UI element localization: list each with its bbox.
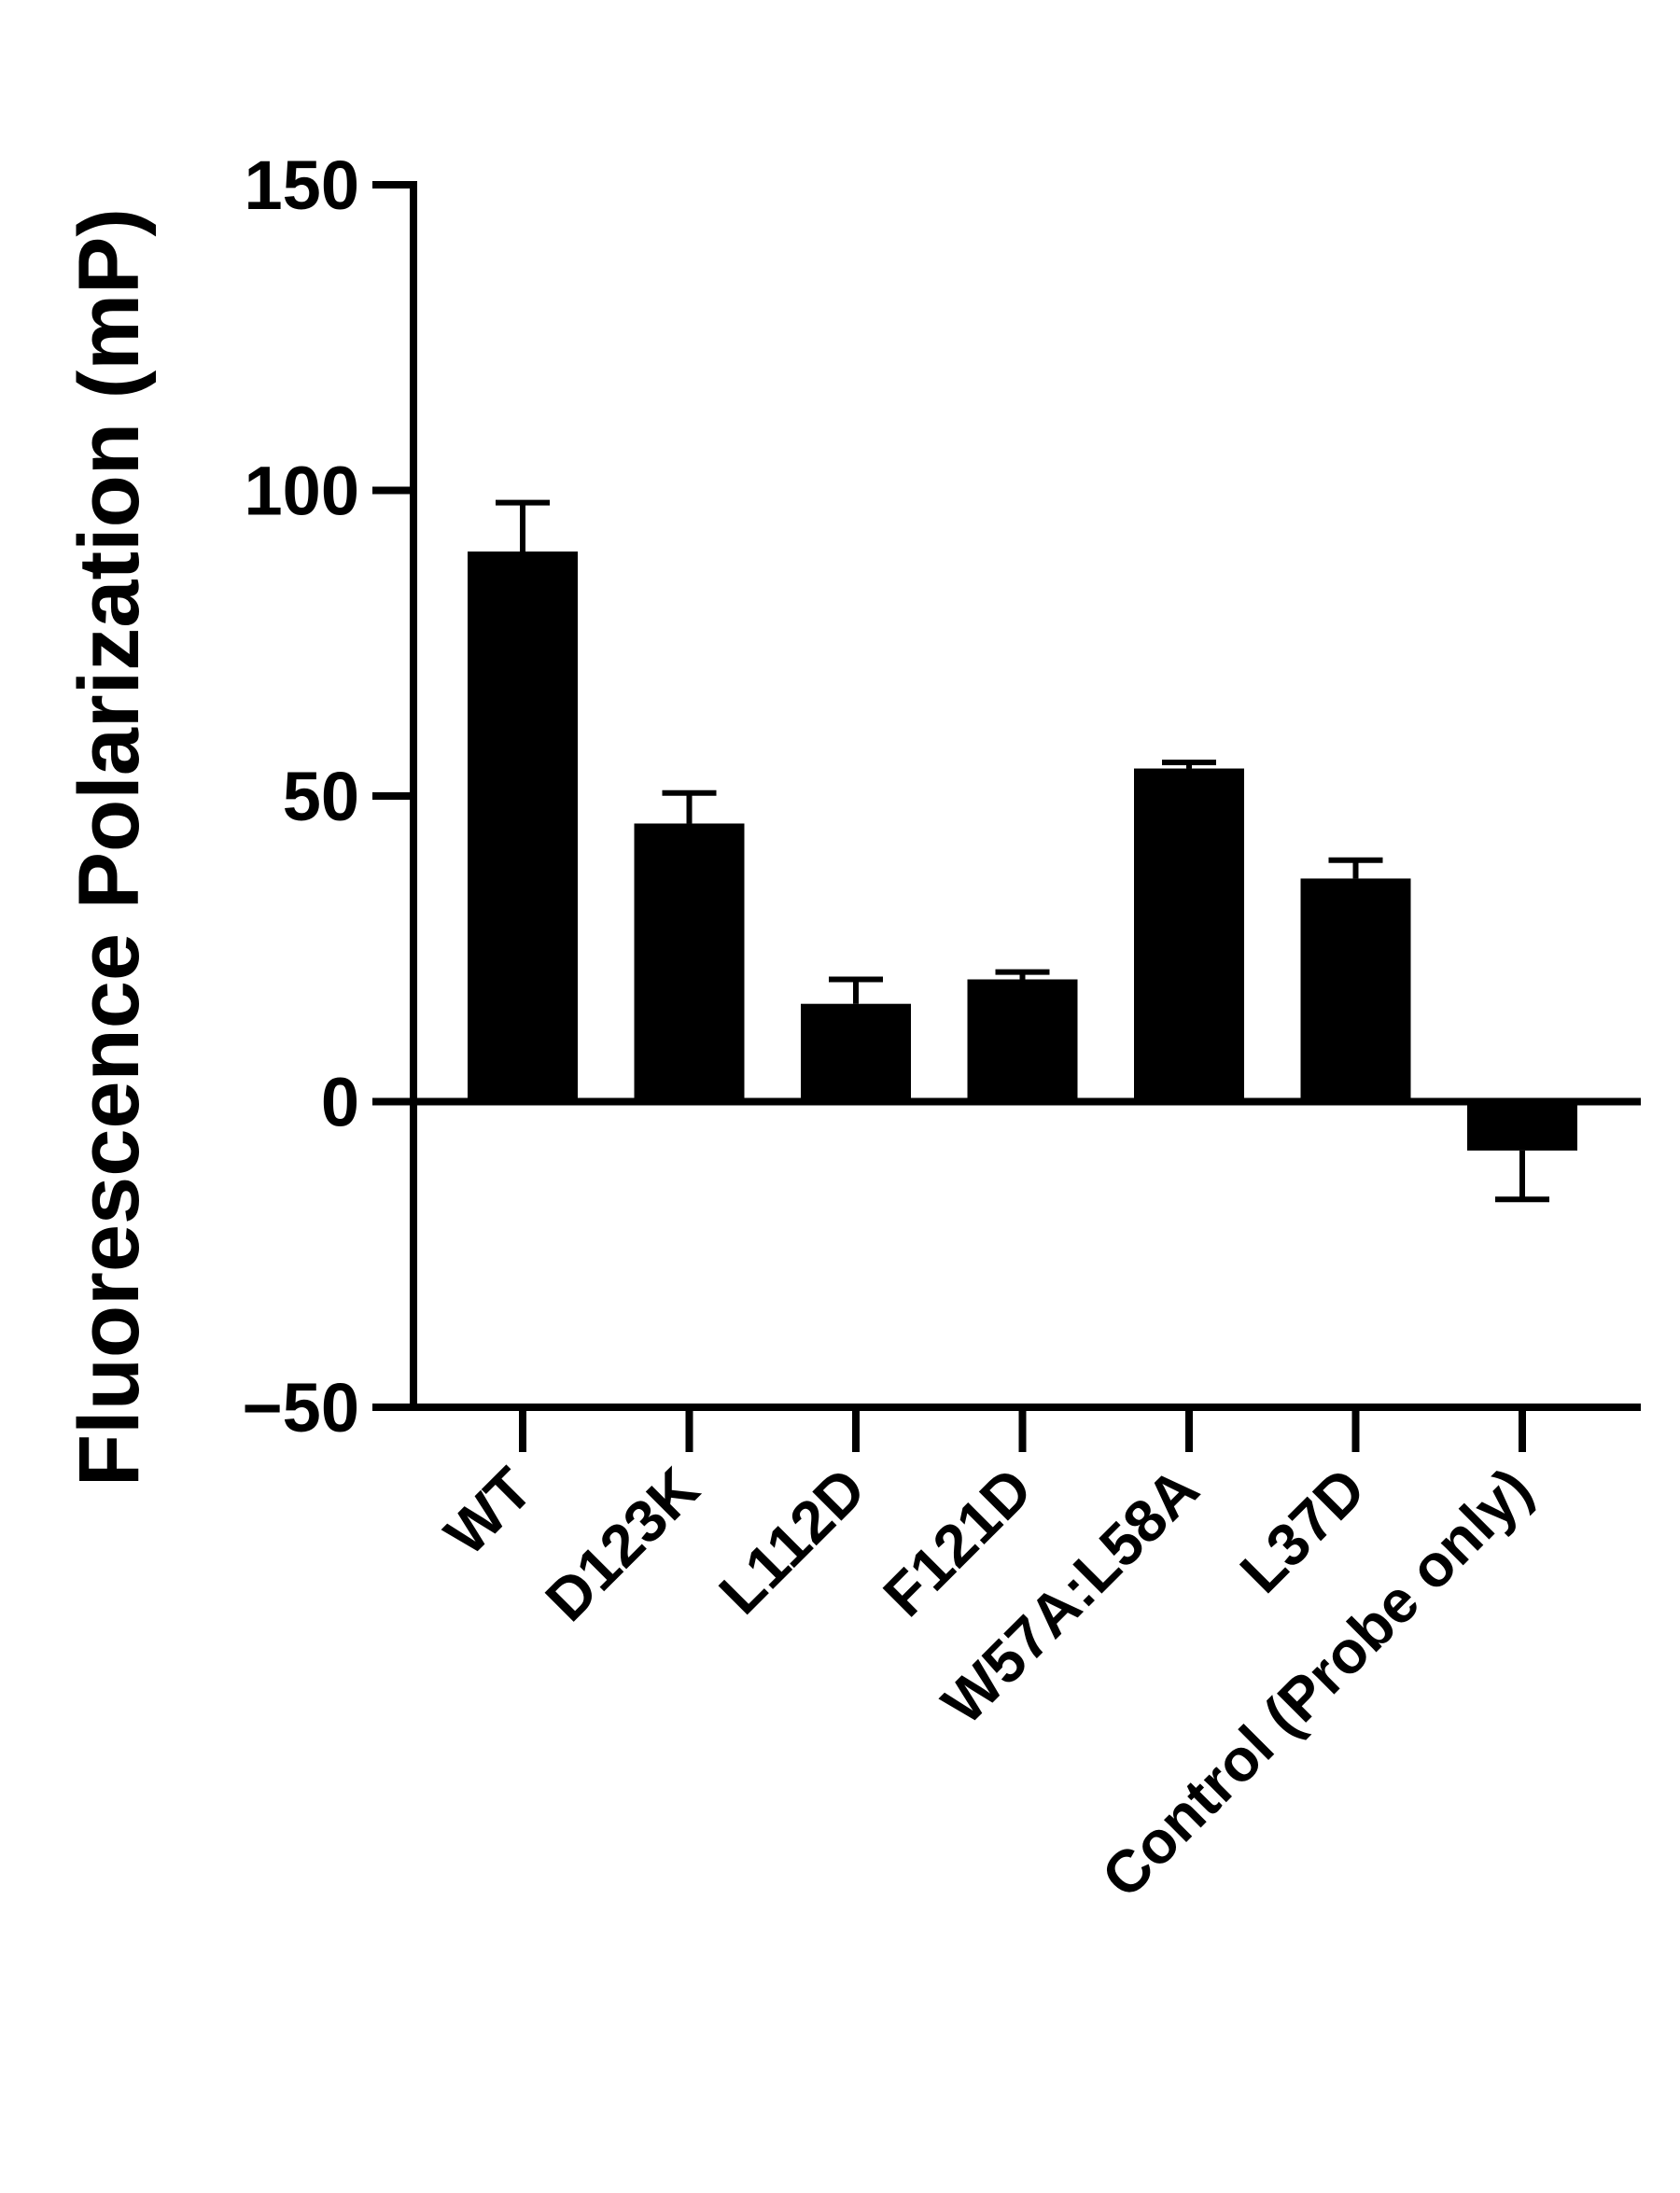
bar bbox=[1300, 878, 1411, 1102]
bar bbox=[1134, 768, 1244, 1102]
bars bbox=[468, 552, 1577, 1151]
bar bbox=[801, 1003, 911, 1102]
bar bbox=[967, 979, 1078, 1102]
y-tick-label: 0 bbox=[321, 1064, 359, 1141]
x-tick-label: L112D bbox=[707, 1455, 878, 1627]
y-tick-label: −50 bbox=[242, 1369, 359, 1446]
error-bars bbox=[496, 499, 1549, 1203]
y-tick-label: 100 bbox=[245, 453, 359, 530]
x-tick-label: D123K bbox=[533, 1455, 712, 1634]
x-tick-label: L37D bbox=[1227, 1455, 1379, 1606]
bar bbox=[634, 823, 745, 1102]
y-axis-title: Fluorescence Polarization (mP) bbox=[62, 208, 157, 1487]
bar bbox=[468, 552, 578, 1102]
x-tick-label: WT bbox=[432, 1455, 545, 1568]
y-tick-label: 150 bbox=[245, 147, 359, 224]
bar bbox=[1467, 1101, 1577, 1151]
y-axis: −50 0 50 100 150 bbox=[242, 147, 417, 1446]
y-tick-label: 50 bbox=[283, 758, 359, 835]
